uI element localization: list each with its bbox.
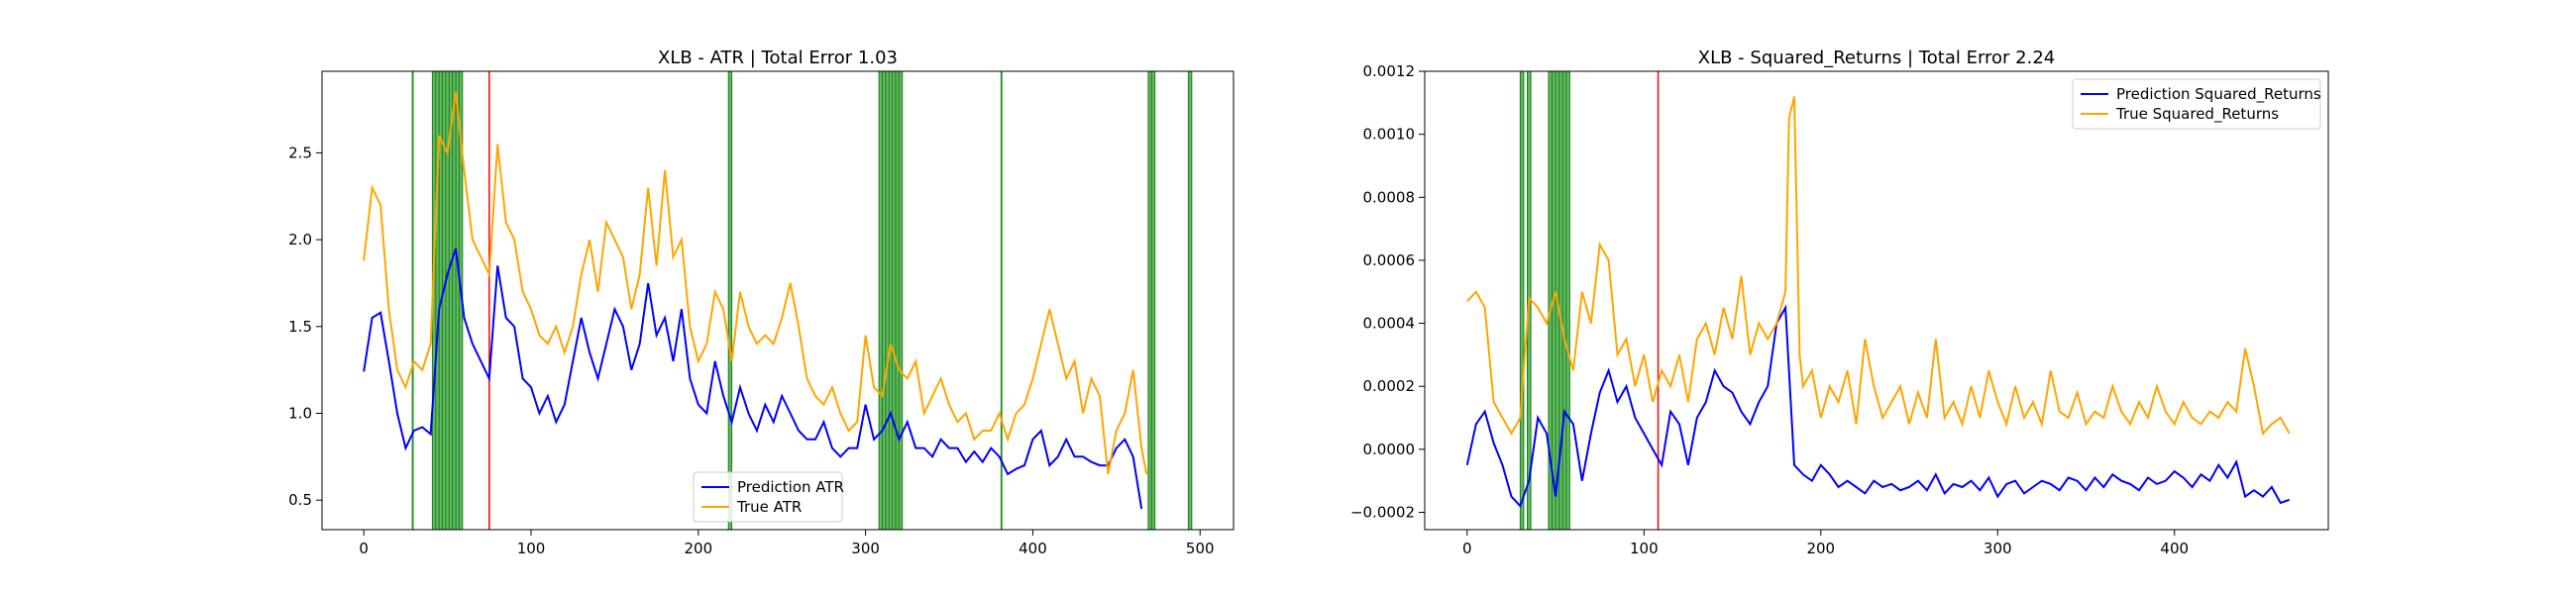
atr-y-tick-label: 1.5	[288, 318, 312, 336]
atr-chart-title: XLB - ATR | Total Error 1.03	[658, 48, 898, 68]
squared-returns-chart: 0 100 200 300 400 −0.0002 0.0000 0.0002 0.0004 0.…	[1350, 48, 2329, 557]
atr-x-tick-label: 500	[1186, 540, 1215, 557]
sqret-x-tick-label: 400	[2160, 540, 2189, 557]
atr-x-tick-label: 400	[1019, 540, 1047, 557]
atr-x-tick-label: 100	[517, 540, 546, 557]
sqret-x-tick-label: 100	[1630, 540, 1659, 557]
sqret-legend-box	[2072, 78, 2321, 130]
atr-y-tick-label: 0.5	[288, 491, 312, 509]
sqret-y-tick-label: 0.0004	[1363, 315, 1416, 333]
atr-highlight-region	[879, 71, 903, 530]
sqret-chart-title: XLB - Squared_Returns | Total Error 2.24	[1698, 48, 2056, 68]
sqret-x-tick-label: 300	[1984, 540, 2012, 557]
atr-series-prediction-line	[363, 248, 1143, 510]
sqret-axes-frame	[1424, 70, 2329, 531]
sqret-y-tick-label: 0.0002	[1363, 377, 1416, 395]
sqret-y-tick-label: 0.0010	[1363, 126, 1416, 144]
sqret-series-true-line	[1466, 96, 2291, 437]
sqret-y-tick-label: 0.0008	[1363, 188, 1416, 206]
atr-highlight-region	[432, 71, 463, 530]
sqret-x-tick-label: 0	[1462, 540, 1472, 557]
atr-highlight-region	[728, 71, 732, 530]
sqret-legend-label: Prediction Squared_Returns	[2116, 85, 2321, 104]
atr-highlight-region	[412, 71, 414, 530]
sqret-legend-label: True Squared_Returns	[2115, 105, 2279, 124]
atr-legend-box	[693, 471, 843, 523]
atr-x-tick-label: 200	[684, 540, 712, 557]
atr-plot-area	[363, 71, 1193, 530]
atr-legend: Prediction ATR True ATR	[693, 471, 844, 523]
sqret-y-tick-label: −0.0002	[1350, 503, 1415, 521]
atr-legend-label: True ATR	[736, 498, 802, 516]
sqret-plot-area	[1465, 71, 2291, 530]
atr-axes-frame	[321, 70, 1234, 531]
atr-highlight-region	[1188, 71, 1192, 530]
atr-x-tick-label: 300	[851, 540, 880, 557]
atr-legend-label: Prediction ATR	[737, 478, 844, 496]
atr-y-tick-label: 2.0	[288, 231, 312, 248]
atr-x-tick-label: 0	[359, 540, 369, 557]
atr-chart: 0 100 200 300 400 500 0.5 1.0 1.5 2.0 2.5 XLB - ATR…	[288, 48, 1234, 557]
sqret-y-tick-label: 0.0000	[1363, 441, 1416, 458]
atr-y-tick-label: 2.5	[288, 144, 312, 161]
atr-highlight-region	[1001, 71, 1004, 530]
atr-series-true-line	[363, 91, 1148, 475]
sqret-x-tick-label: 200	[1806, 540, 1835, 557]
sqret-y-tick-label: 0.0012	[1363, 62, 1416, 80]
sqret-series-prediction-line	[1465, 304, 2291, 508]
sqret-y-tick-label: 0.0006	[1363, 251, 1416, 269]
sqret-highlight-region	[1520, 71, 1524, 530]
atr-y-tick-label: 1.0	[288, 404, 312, 422]
